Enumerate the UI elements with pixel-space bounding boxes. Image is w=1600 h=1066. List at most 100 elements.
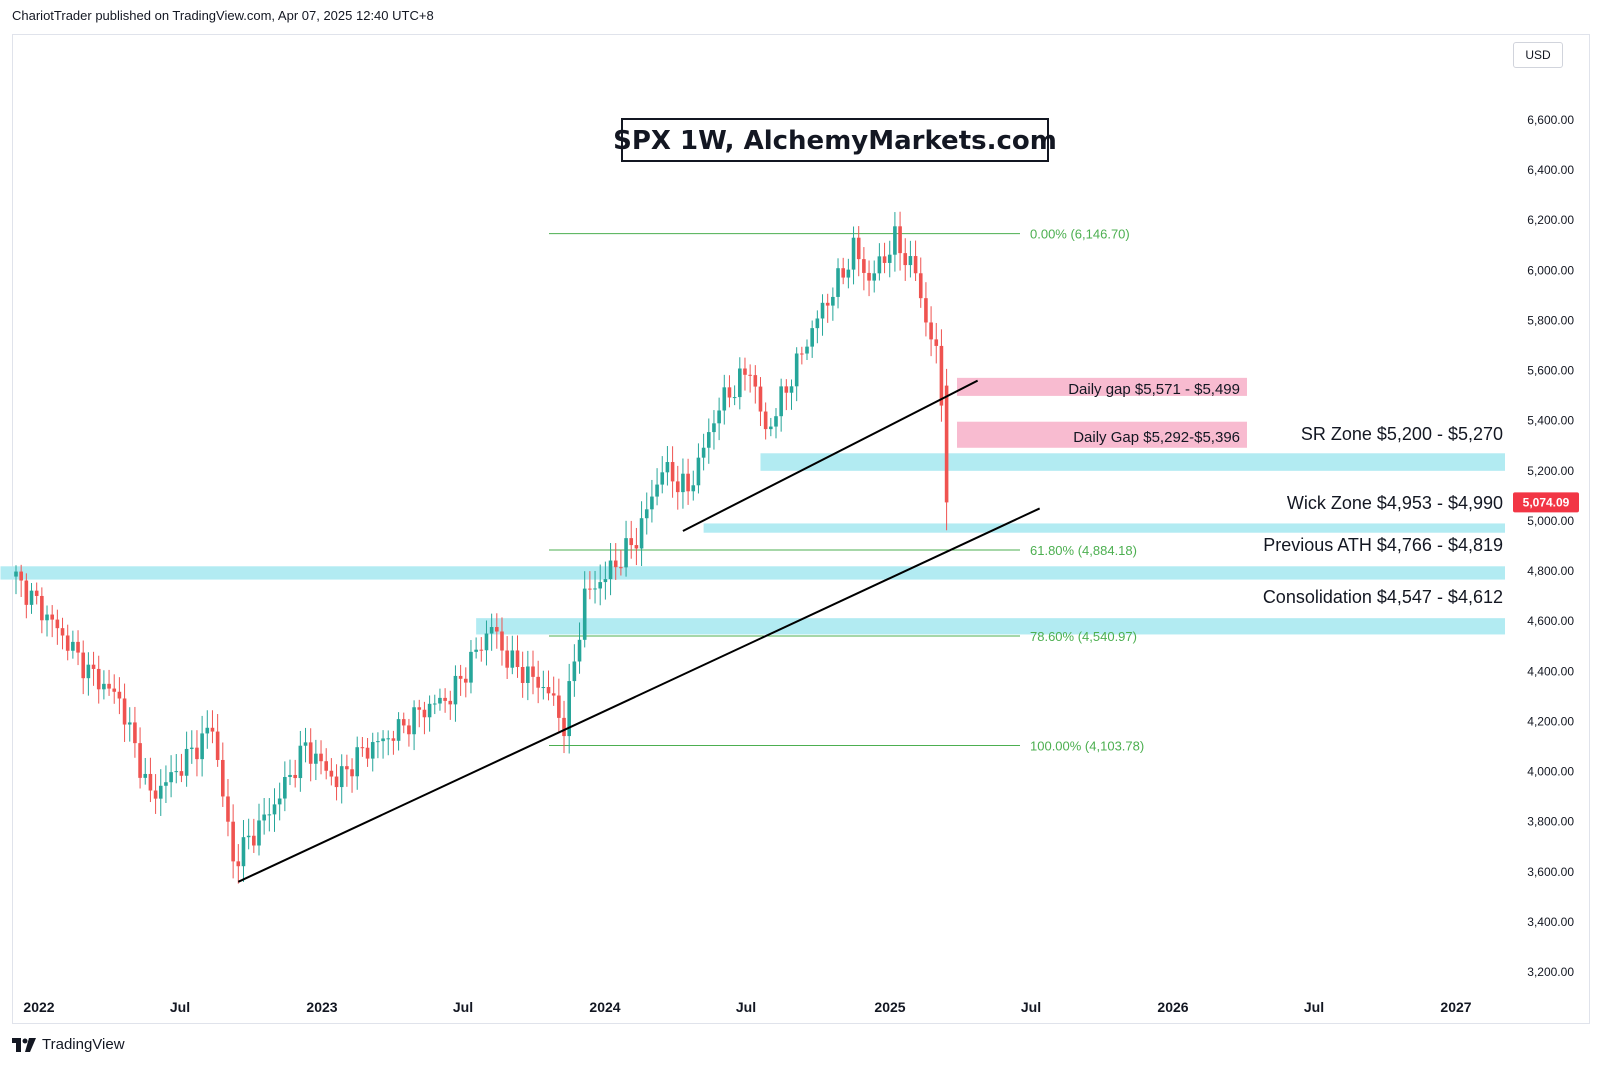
- candle-body: [588, 588, 592, 590]
- candle-body: [81, 652, 86, 679]
- candle-body: [45, 614, 49, 621]
- y-tick-label: 4,000.00: [1527, 765, 1574, 779]
- candle-body: [76, 641, 80, 653]
- candle-body: [272, 804, 277, 815]
- candle-body: [474, 649, 478, 652]
- candle-body: [205, 727, 210, 734]
- candle-body: [153, 790, 158, 799]
- candle-body: [236, 861, 241, 867]
- last-price-tag: [1513, 492, 1579, 513]
- candle-body: [148, 773, 153, 791]
- candle-body: [231, 821, 235, 862]
- candle-body: [603, 579, 608, 583]
- candle-body: [800, 353, 804, 355]
- candle-body: [417, 707, 422, 710]
- candle-body: [515, 650, 520, 668]
- candle-body: [117, 691, 122, 699]
- candle-body: [432, 703, 437, 705]
- candle-body: [169, 772, 173, 783]
- candle-body: [877, 256, 882, 274]
- candle-body: [939, 345, 944, 406]
- candle-body: [779, 386, 783, 417]
- candle-body: [520, 667, 525, 683]
- candle-body: [608, 560, 613, 580]
- candle-body: [686, 473, 690, 492]
- candle-body: [551, 693, 556, 696]
- fib-label: 61.80% (4,884.18): [1030, 543, 1137, 558]
- candle-body: [660, 472, 665, 485]
- fib-label: 100.00% (4,103.78): [1030, 739, 1144, 754]
- candle-body: [246, 835, 251, 838]
- candle-body: [805, 346, 809, 354]
- candle-body: [277, 798, 282, 805]
- candle-body: [86, 664, 91, 679]
- zone-band: [760, 453, 1505, 471]
- candle-body: [929, 322, 933, 340]
- candle-body: [867, 272, 871, 281]
- candle-body: [252, 835, 256, 846]
- candle-body: [319, 753, 323, 762]
- y-tick-label: 4,800.00: [1527, 564, 1574, 578]
- candle-body: [712, 423, 716, 433]
- x-tick-label: Jul: [1021, 999, 1041, 1015]
- candle-body: [727, 387, 732, 398]
- x-axis: 2022 Jul 2023 Jul 2024 Jul 2025 Jul 2026 Jul 2027: [23, 999, 1471, 1015]
- candle-body: [629, 538, 634, 546]
- candle-body: [396, 719, 401, 741]
- gap-band: [957, 377, 1247, 396]
- candle-body: [200, 733, 204, 760]
- candle-body: [903, 253, 908, 266]
- candle-body: [381, 738, 385, 742]
- y-axis: 6,600.00 6,400.00 6,200.00 6,000.00 5,800.00…: [1513, 113, 1579, 979]
- candle-body: [308, 742, 313, 764]
- zone-label: Previous ATH $4,766 - $4,819: [1263, 535, 1503, 555]
- chart-title: SPX 1W, AlchemyMarkets.com: [613, 126, 1057, 156]
- candle-body: [934, 339, 939, 346]
- candle-body: [743, 368, 747, 375]
- y-tick-label: 5,400.00: [1527, 414, 1574, 428]
- y-tick-label: 5,600.00: [1527, 364, 1574, 378]
- footer-brand[interactable]: TradingView: [12, 1036, 125, 1053]
- candle-body: [815, 318, 820, 329]
- candle-body: [14, 571, 18, 577]
- candles-layer: [14, 211, 949, 884]
- candle-body: [24, 580, 29, 605]
- candle-body: [463, 678, 468, 683]
- candle-body: [732, 397, 737, 399]
- candle-body: [40, 595, 44, 621]
- candle-body: [267, 814, 272, 816]
- fib-label: 0.00% (6,146.70): [1030, 227, 1130, 242]
- candle-body: [722, 387, 727, 411]
- candle-body: [634, 545, 639, 549]
- candle-body: [55, 619, 60, 629]
- candle-body: [598, 582, 603, 589]
- candle-body: [34, 590, 39, 596]
- y-tick-label: 6,200.00: [1527, 213, 1574, 227]
- candle-body: [691, 485, 696, 492]
- candle-body: [924, 298, 928, 323]
- candle-body: [851, 237, 856, 270]
- y-tick-label: 4,400.00: [1527, 664, 1574, 678]
- candle-body: [748, 374, 752, 376]
- y-tick-label: 3,800.00: [1527, 815, 1574, 829]
- currency-button[interactable]: USD: [1513, 42, 1563, 68]
- candle-body: [887, 254, 892, 263]
- chart-title-box: SPX 1W, AlchemyMarkets.com: [613, 118, 1057, 162]
- candle-body: [365, 747, 370, 759]
- candle-body: [391, 738, 396, 741]
- x-tick-label: 2027: [1440, 999, 1471, 1015]
- candle-body: [582, 588, 587, 640]
- trendlines-layer: [237, 379, 1041, 883]
- candle-body: [401, 719, 406, 726]
- candle-body: [438, 697, 442, 704]
- candle-body: [112, 688, 117, 692]
- candle-body: [738, 368, 742, 398]
- x-tick-label: 2023: [306, 999, 337, 1015]
- candle-body: [562, 717, 566, 737]
- candle-body: [505, 650, 509, 668]
- candle-body: [681, 473, 685, 493]
- candle-body: [143, 773, 148, 778]
- candle-body: [60, 628, 65, 636]
- y-tick-label: 4,200.00: [1527, 714, 1574, 728]
